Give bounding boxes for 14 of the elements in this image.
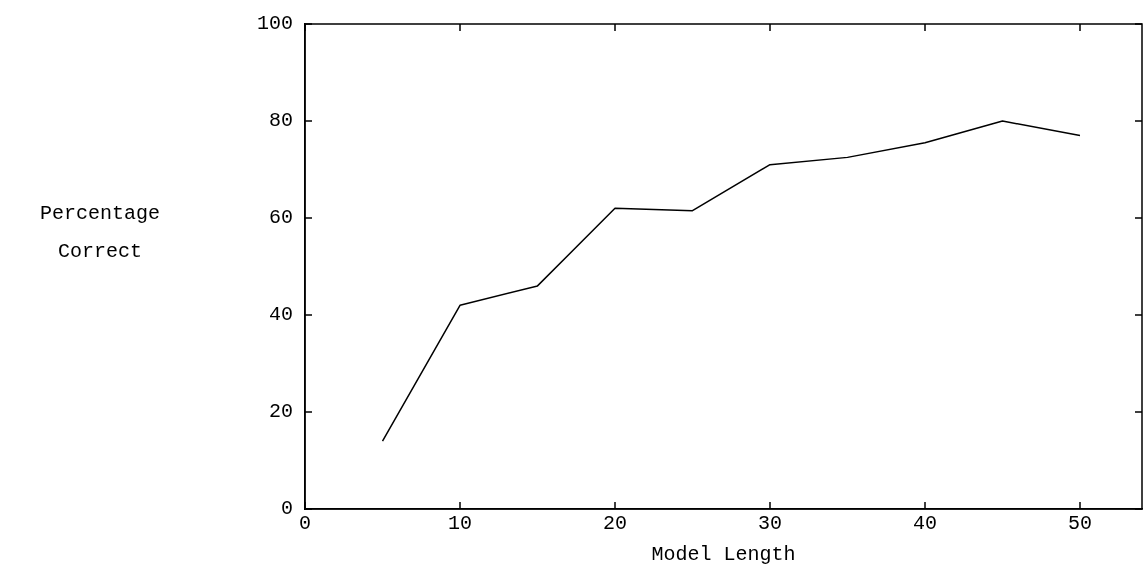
x-tick-label: 0	[298, 512, 312, 536]
x-tick-label: 50	[1067, 512, 1093, 536]
x-tick-label: 40	[912, 512, 938, 536]
y-tick-label: 80	[268, 109, 293, 133]
y-axis-title: Percentage Correct	[39, 201, 161, 265]
y-tick-label: 20	[268, 400, 293, 424]
y-tick-label: 0	[280, 497, 293, 521]
y-tick-label: 40	[268, 303, 293, 327]
x-axis-title: Model Length	[651, 543, 796, 567]
x-tick-label: 10	[447, 512, 473, 536]
x-tick-label: 30	[757, 512, 783, 536]
x-tick-label: 20	[602, 512, 628, 536]
y-tick-label: 100	[256, 12, 293, 36]
y-tick-label: 60	[268, 206, 293, 230]
